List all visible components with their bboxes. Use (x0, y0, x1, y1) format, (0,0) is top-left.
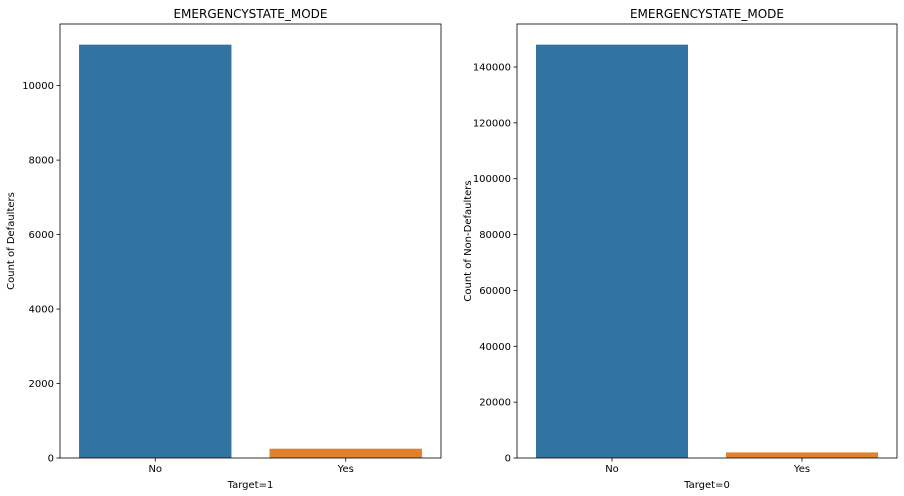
bar-yes (726, 452, 878, 458)
x-axis-label: Target=0 (683, 480, 730, 491)
y-tick-label: 100000 (473, 174, 511, 185)
y-tick-label: 10000 (22, 81, 54, 92)
bar-yes (269, 448, 422, 458)
x-tick-label-yes: Yes (337, 464, 354, 475)
y-tick-label: 8000 (29, 156, 54, 167)
y-tick-label: 2000 (29, 379, 54, 390)
y-axis-label: Count of Non-Defaulters (463, 180, 474, 301)
y-tick-label: 60000 (479, 286, 511, 297)
y-tick-label: 0 (48, 454, 54, 465)
bar-no (536, 44, 688, 459)
y-tick-label: 40000 (479, 342, 511, 353)
y-tick-label: 140000 (473, 63, 511, 74)
y-tick-label: 120000 (473, 118, 511, 129)
plot-frame (516, 23, 898, 459)
bar-no (79, 44, 232, 459)
x-axis-label: Target=1 (227, 480, 274, 491)
x-tick-label-no: No (605, 464, 619, 475)
plot-frame (59, 23, 442, 459)
y-tick-label: 0 (505, 454, 511, 465)
chart-panel-1: 0 2000 4000 6000 8000 10000 No Yes EMERGENCYSTAT… (6, 7, 442, 491)
y-tick-label: 6000 (29, 230, 54, 241)
chart-title: EMERGENCYSTATE_MODE (630, 7, 784, 21)
y-axis-label: Count of Defaulters (6, 192, 17, 290)
chart-title: EMERGENCYSTATE_MODE (173, 7, 327, 21)
chart-panel-2: 0 20000 40000 60000 80000 100000 120000 140000 N… (463, 7, 898, 491)
x-tick-label-yes: Yes (793, 464, 810, 475)
y-tick-label: 80000 (479, 230, 511, 241)
x-tick-label-no: No (148, 464, 162, 475)
y-tick-label: 20000 (479, 398, 511, 409)
y-tick-label: 4000 (29, 305, 54, 316)
